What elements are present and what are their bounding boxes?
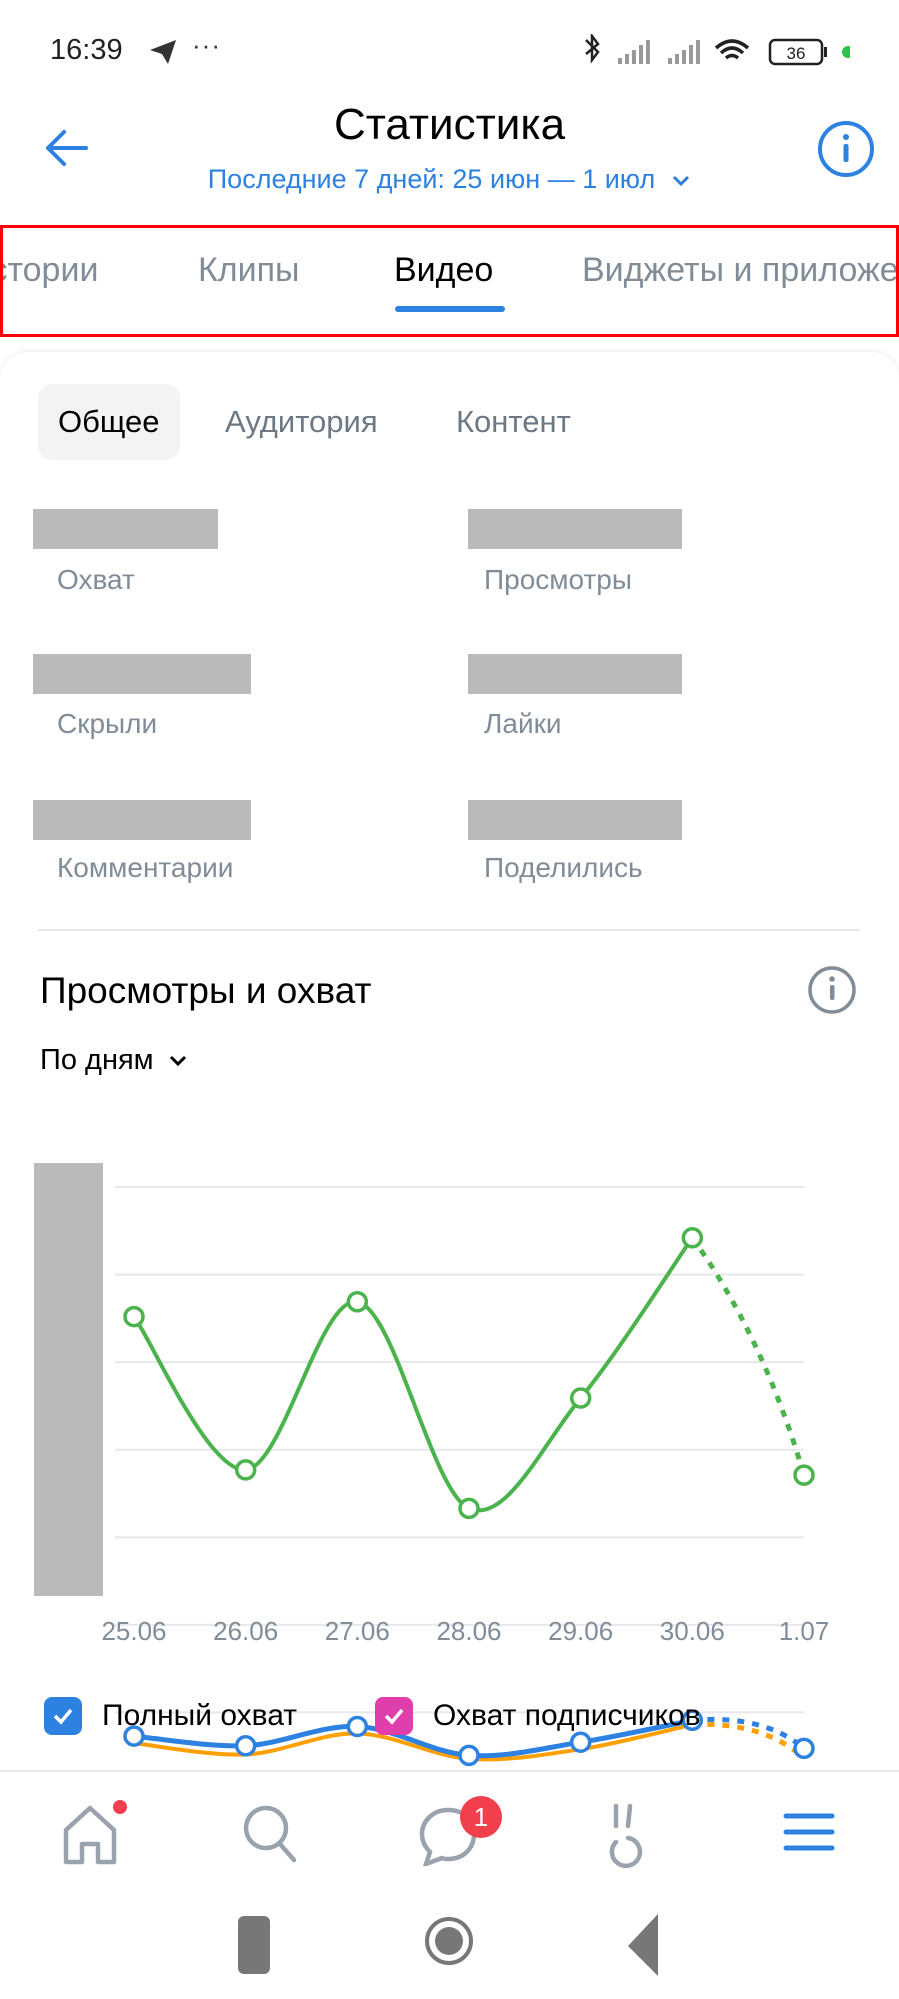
data-point: [793, 1737, 815, 1760]
search-icon[interactable]: [240, 1802, 300, 1866]
tab-stories[interactable]: Истории: [0, 251, 99, 289]
data-point: [123, 1725, 145, 1747]
signal-icon-2: [668, 40, 700, 64]
status-icons: 36: [585, 34, 850, 66]
active-tab-indicator: [395, 306, 505, 312]
stat-likes-label: Лайки: [484, 708, 562, 739]
series-line-0: [132, 1236, 694, 1513]
x-tick-label: 1.07: [778, 1616, 830, 1646]
x-tick-label: 29.06: [548, 1616, 614, 1646]
data-point: [681, 1709, 704, 1732]
series-forecast-line-0: [690, 1236, 807, 1476]
wifi-icon: [714, 39, 750, 60]
x-tick-label: 26.06: [213, 1616, 279, 1646]
series-forecast-line-1: [692, 1721, 806, 1760]
redacted-value: [468, 800, 682, 840]
home-icon[interactable]: [60, 1802, 120, 1866]
signal-icon: [618, 40, 650, 64]
chart-title: Просмотры и охват: [40, 970, 372, 1011]
stats-card: [0, 352, 899, 1772]
tab-widgets[interactable]: Виджеты и приложения: [582, 251, 899, 289]
redacted-value: [468, 509, 682, 549]
bluetooth-icon: [585, 34, 600, 64]
messenger-badge: 1: [460, 1796, 502, 1838]
menu-icon[interactable]: [782, 1802, 836, 1862]
legend-label: Охват подписчиков: [433, 1699, 701, 1732]
legend-label: Полный охват: [102, 1699, 298, 1732]
redacted-y-axis: [34, 1163, 103, 1596]
redacted-value: [33, 509, 218, 549]
section-tabs: Истории Клипы Видео Виджеты и приложения: [0, 225, 899, 337]
back-arrow-icon[interactable]: [42, 126, 92, 170]
tab-video[interactable]: Видео: [394, 251, 494, 289]
data-point: [346, 1290, 369, 1313]
series-line-2: [133, 1717, 693, 1759]
info-icon[interactable]: [816, 119, 876, 179]
status-time: 16:39: [50, 34, 123, 66]
tab-clips[interactable]: Клипы: [198, 251, 300, 289]
notification-dot: [113, 1800, 127, 1814]
checkbox-checked-icon[interactable]: [375, 1697, 413, 1735]
stat-reach-label: Охват: [57, 564, 135, 595]
subtab-content[interactable]: Контент: [456, 404, 571, 439]
data-point: [569, 1731, 592, 1753]
granularity-label: По дням: [40, 1044, 154, 1076]
bottom-nav: 1: [0, 1770, 899, 1880]
x-tick-label: 30.06: [659, 1616, 725, 1646]
stat-hidden-label: Скрыли: [57, 708, 158, 739]
period-label: Последние 7 дней: 25 июн — 1 июл: [207, 164, 656, 194]
data-point: [458, 1497, 480, 1520]
data-point: [793, 1464, 815, 1486]
redacted-value: [33, 654, 251, 694]
clips-icon[interactable]: [600, 1802, 660, 1870]
data-point: [234, 1459, 257, 1481]
page-title: Статистика: [333, 100, 566, 149]
period-selector[interactable]: Последние 7 дней: 25 июн — 1 июл: [0, 164, 899, 195]
more-notifications-icon: ···: [192, 30, 221, 60]
subtab-audience[interactable]: Аудитория: [225, 404, 378, 439]
data-point: [346, 1715, 369, 1738]
battery-icon: [768, 38, 827, 66]
stat-comments-label: Комментарии: [57, 852, 234, 883]
stat-shares-label: Поделились: [484, 852, 643, 883]
legend-full-reach[interactable]: Полный охват: [44, 1694, 297, 1738]
telegram-icon: [150, 40, 176, 64]
subtab-general[interactable]: Общее: [38, 384, 180, 460]
x-tick-label: 27.06: [324, 1616, 390, 1646]
x-tick-label: 28.06: [436, 1616, 502, 1646]
checkbox-checked-icon[interactable]: [44, 1697, 82, 1735]
back-button[interactable]: [626, 1912, 660, 1980]
data-point: [123, 1305, 145, 1328]
chart-info-icon[interactable]: [806, 964, 858, 1016]
chevron-down-icon: [673, 175, 690, 186]
data-point: [458, 1744, 480, 1767]
svg-text:36: 36: [787, 44, 806, 63]
data-point: [234, 1734, 257, 1757]
data-point: [681, 1227, 704, 1249]
redacted-value: [33, 800, 251, 840]
granularity-selector[interactable]: По дням: [40, 1044, 188, 1077]
divider: [38, 929, 860, 931]
series-forecast-line-2: [692, 1716, 806, 1751]
recent-apps-button[interactable]: [236, 1916, 272, 1976]
x-tick-label: 25.06: [101, 1616, 167, 1646]
privacy-dot: [842, 46, 850, 58]
home-button[interactable]: [424, 1904, 474, 1980]
stat-views-label: Просмотры: [484, 564, 632, 595]
redacted-value: [468, 654, 682, 694]
chevron-down-icon: [169, 1056, 186, 1067]
legend-subscriber-reach[interactable]: Охват подписчиков: [375, 1694, 701, 1738]
series-line-1: [133, 1722, 693, 1762]
data-point: [569, 1387, 592, 1409]
